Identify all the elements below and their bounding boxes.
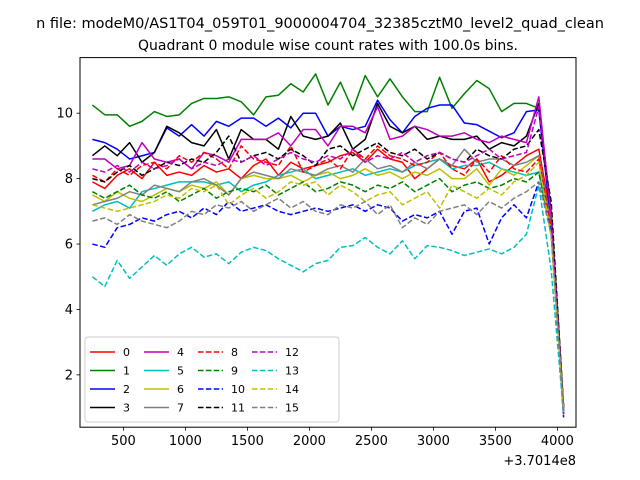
x-tick-label: 2000 bbox=[293, 434, 326, 449]
series-10-line bbox=[92, 181, 565, 418]
legend-label-6: 6 bbox=[177, 383, 184, 396]
x-tick-label: 1500 bbox=[231, 434, 264, 449]
x-tick-label: 3000 bbox=[417, 434, 450, 449]
x-tick-label: 1000 bbox=[169, 434, 202, 449]
legend-label-13: 13 bbox=[285, 365, 299, 378]
series-9-line bbox=[92, 171, 565, 411]
legend-box bbox=[84, 336, 340, 423]
series-14-line bbox=[92, 161, 565, 411]
plot-lines bbox=[91, 73, 565, 418]
legend-label-11: 11 bbox=[231, 402, 245, 415]
series-12-line bbox=[92, 105, 565, 411]
chart-title: Quadrant 0 module wise count rates with … bbox=[138, 38, 518, 54]
legend-label-1: 1 bbox=[123, 365, 130, 378]
legend-label-3: 3 bbox=[123, 402, 130, 415]
x-offset-label: +3.7014e8 bbox=[503, 454, 576, 469]
x-tick-label: 2500 bbox=[355, 434, 388, 449]
legend-label-7: 7 bbox=[177, 402, 184, 415]
legend-label-5: 5 bbox=[177, 365, 184, 378]
legend-label-12: 12 bbox=[285, 346, 299, 359]
series-3-line bbox=[91, 102, 565, 411]
x-tick-label: 500 bbox=[111, 434, 136, 449]
plot-frame bbox=[79, 57, 577, 428]
legend-label-0: 0 bbox=[123, 346, 130, 359]
y-axis: 2 4 6 8 10 bbox=[56, 107, 80, 383]
x-axis: 500 1000 1500 2000 2500 3000 3500 4000 bbox=[111, 427, 574, 449]
series-15-line bbox=[92, 181, 565, 411]
y-tick-label: 2 bbox=[65, 368, 73, 383]
legend-label-10: 10 bbox=[231, 383, 245, 396]
legend-label-8: 8 bbox=[231, 346, 238, 359]
series-5-line bbox=[92, 158, 565, 411]
legend-label-14: 14 bbox=[285, 383, 299, 396]
series-4-line bbox=[92, 96, 565, 415]
x-tick-label: 4000 bbox=[541, 434, 574, 449]
series-1-line bbox=[91, 73, 565, 408]
series-0-line bbox=[92, 148, 565, 408]
figure-suptitle: n file: modeM0/AS1T04_059T01_9000004704_… bbox=[36, 16, 604, 32]
legend-label-2: 2 bbox=[123, 383, 130, 396]
y-tick-label: 6 bbox=[65, 238, 73, 253]
legend-label-15: 15 bbox=[285, 402, 299, 415]
x-tick-label: 3500 bbox=[479, 434, 512, 449]
series-8-line bbox=[92, 145, 565, 408]
legend-label-9: 9 bbox=[231, 365, 238, 378]
y-tick-label: 4 bbox=[65, 303, 73, 318]
y-tick-label: 10 bbox=[56, 107, 73, 122]
y-tick-label: 8 bbox=[65, 172, 73, 187]
series-13-line bbox=[91, 184, 565, 415]
series-7-line bbox=[92, 148, 565, 411]
legend-label-4: 4 bbox=[177, 346, 184, 359]
